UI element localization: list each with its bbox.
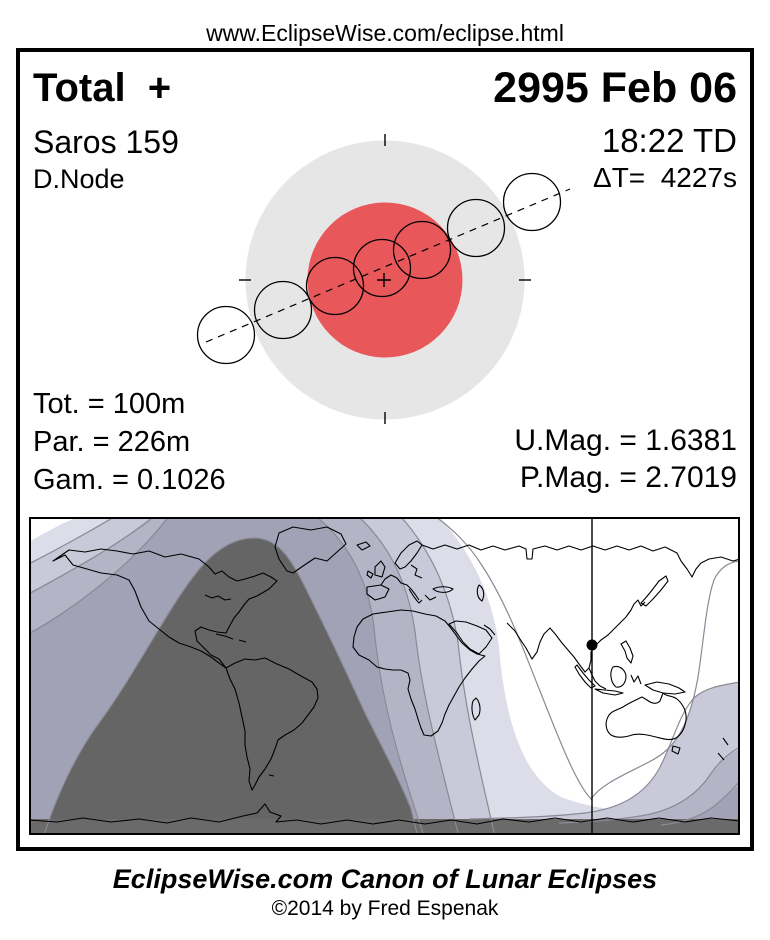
- band-3-wrap-region: [559, 749, 740, 835]
- coast-arabia: [448, 620, 496, 655]
- coast-australia: [605, 692, 687, 741]
- coast-indonesia: [574, 664, 642, 696]
- band-boundary-lines: [29, 517, 740, 835]
- url-header: www.EclipseWise.com/eclipse.html: [206, 20, 564, 46]
- coast-great-lakes: [204, 594, 232, 601]
- coast-philippines: [620, 640, 634, 664]
- moon-circle: [446, 198, 506, 258]
- shadow-center-cross: [377, 273, 391, 287]
- coast-iceland: [356, 541, 371, 551]
- moon-positions-group: [196, 172, 562, 365]
- eclipse-date: 2995 Feb 06: [493, 64, 737, 112]
- eclipse-time: 18:22 TD: [601, 122, 737, 159]
- moon-circle: [352, 238, 412, 298]
- eclipse-type-label: Total +: [33, 66, 172, 110]
- coast-black-sea: [432, 586, 454, 593]
- coast-greenland: [274, 526, 347, 574]
- moon-zenith-dot: [586, 639, 598, 651]
- coast-africa: [352, 609, 486, 737]
- stat-umbral-magnitude: U.Mag. = 1.6381: [514, 424, 737, 457]
- stat-gamma: Gam. = 0.1026: [33, 464, 226, 496]
- delta-t-value: ΔT= 4227s: [592, 162, 737, 193]
- stat-penumbral-magnitude: P.Mag. = 2.7019: [519, 461, 737, 494]
- canon-title: EclipseWise.com Canon of Lunar Eclipses: [112, 864, 658, 894]
- coast-antarctica: [29, 803, 740, 825]
- copyright-label: ©2014 by Fred Espenak: [271, 897, 499, 920]
- coast-caspian-sea: [476, 584, 485, 602]
- coast-new-guinea: [644, 681, 686, 695]
- stat-partial-duration: Par. = 226m: [33, 426, 191, 458]
- band-2-wrap-region: [469, 682, 740, 835]
- not-shaded-region: [439, 517, 740, 799]
- coast-scandinavia: [394, 540, 423, 579]
- eclipse-card: [16, 48, 754, 851]
- coast-japan: [640, 575, 669, 607]
- moon-circle: [253, 280, 313, 340]
- moon-circle: [196, 305, 256, 365]
- not-shaded-corner: [29, 517, 76, 542]
- saros-label: Saros 159: [33, 124, 179, 160]
- coast-siberia: [421, 544, 740, 578]
- coast-east-asia: [567, 599, 646, 690]
- coast-south-america: [225, 657, 319, 791]
- map-frame: [29, 517, 740, 835]
- coast-falklands: [268, 774, 275, 777]
- shadow-diagram: [196, 134, 571, 424]
- moon-circle: [305, 256, 365, 316]
- moon-circle: [502, 172, 562, 232]
- coast-caribbean: [215, 633, 247, 643]
- visibility-map: [29, 517, 740, 835]
- no-eclipse-core-region: [44, 537, 418, 835]
- coast-india: [506, 622, 569, 660]
- coast-madagascar: [471, 697, 481, 721]
- coastlines: [29, 526, 740, 825]
- moon-circle: [392, 220, 452, 280]
- coast-tasmania-nz: [671, 737, 729, 761]
- coast-europe-med: [380, 574, 437, 604]
- coast-north-america: [52, 548, 278, 669]
- stat-totality-duration: Tot. = 100m: [33, 388, 186, 420]
- node-label: D.Node: [33, 164, 125, 194]
- moon-path-line: [205, 188, 571, 343]
- coast-british-isles: [366, 560, 386, 579]
